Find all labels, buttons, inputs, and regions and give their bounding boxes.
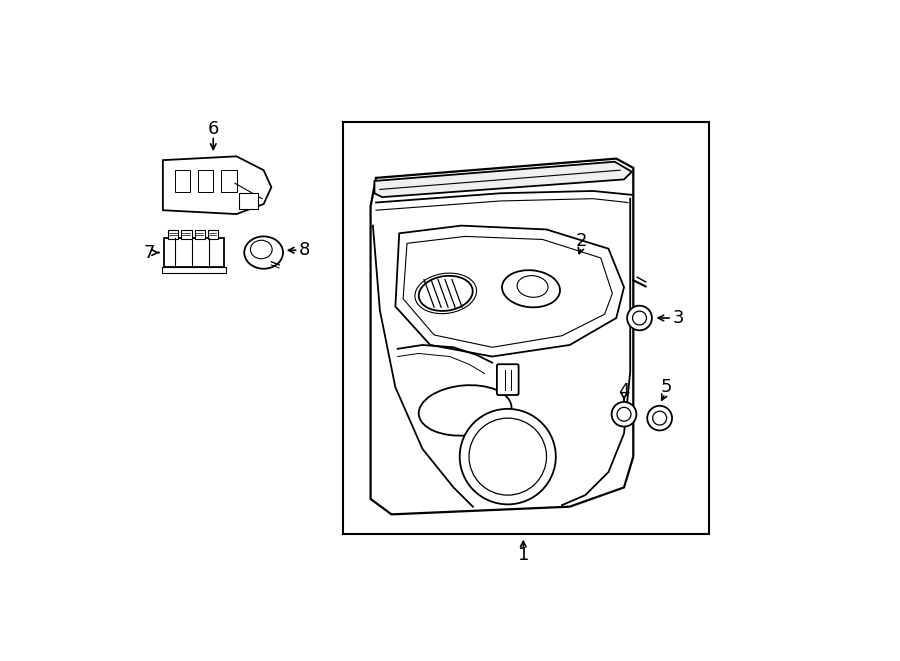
Circle shape <box>617 407 631 421</box>
Text: 8: 8 <box>299 241 310 259</box>
Circle shape <box>647 406 672 430</box>
Bar <box>344 122 709 533</box>
Polygon shape <box>395 225 624 356</box>
Circle shape <box>469 418 546 495</box>
Text: 2: 2 <box>576 232 587 250</box>
Text: 3: 3 <box>672 309 684 327</box>
Ellipse shape <box>250 240 272 258</box>
Ellipse shape <box>244 237 283 269</box>
Bar <box>168 230 178 239</box>
Polygon shape <box>371 159 634 514</box>
Circle shape <box>627 305 652 330</box>
Bar <box>238 193 258 209</box>
Polygon shape <box>403 237 612 347</box>
Circle shape <box>460 409 556 504</box>
Bar <box>208 230 218 239</box>
FancyBboxPatch shape <box>497 364 518 395</box>
Circle shape <box>633 311 646 325</box>
Bar <box>221 170 237 192</box>
Ellipse shape <box>518 276 548 297</box>
Text: 4: 4 <box>618 382 630 400</box>
Bar <box>182 230 192 239</box>
Circle shape <box>612 402 636 426</box>
Text: 5: 5 <box>661 378 672 397</box>
Text: 6: 6 <box>208 120 219 138</box>
Polygon shape <box>374 162 632 197</box>
Text: 1: 1 <box>518 546 529 564</box>
Ellipse shape <box>502 270 560 307</box>
Circle shape <box>652 411 667 425</box>
Bar <box>198 170 213 192</box>
Polygon shape <box>163 156 272 214</box>
Ellipse shape <box>418 276 472 311</box>
Bar <box>194 230 204 239</box>
Bar <box>164 238 224 267</box>
Bar <box>162 267 226 274</box>
Ellipse shape <box>418 385 511 436</box>
Text: 7: 7 <box>144 243 156 262</box>
Bar <box>175 170 190 192</box>
